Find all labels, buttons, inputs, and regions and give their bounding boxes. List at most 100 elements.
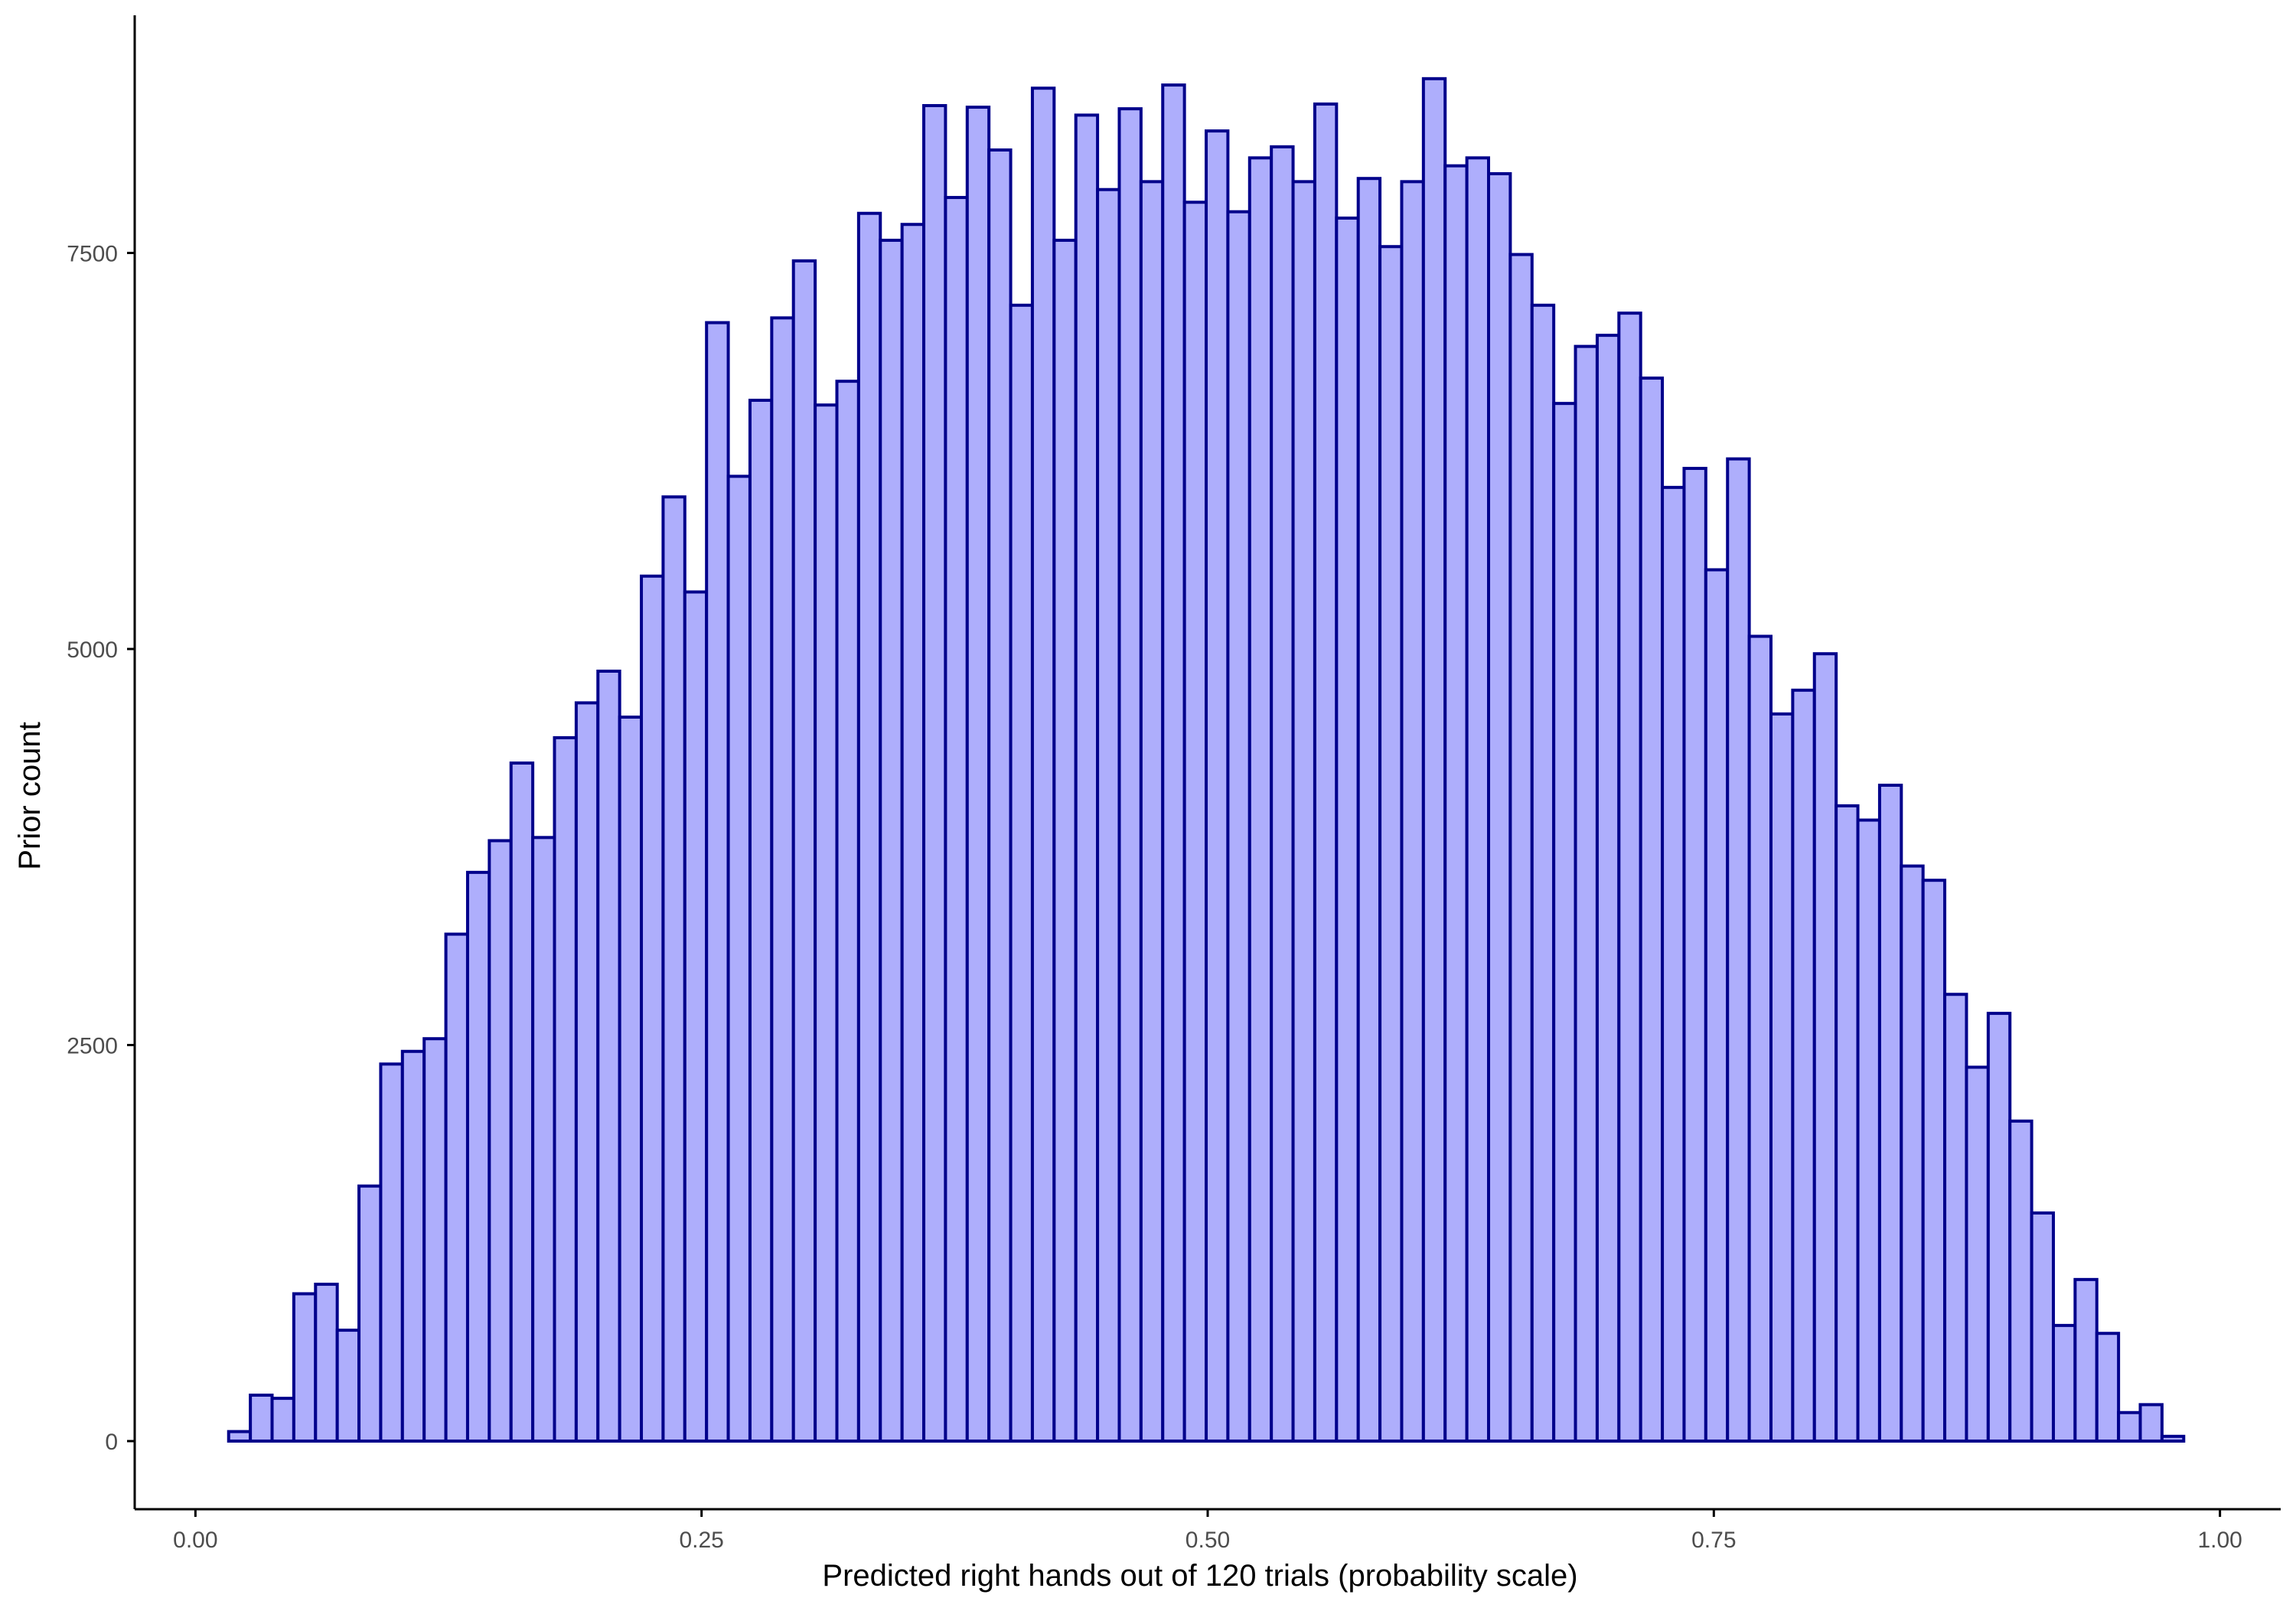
histogram-bar xyxy=(1443,164,1469,1443)
histogram-bar xyxy=(1965,1065,1990,1443)
histogram-bar xyxy=(1378,245,1404,1443)
histogram-bar xyxy=(1313,102,1339,1443)
histogram-bar xyxy=(1617,311,1642,1443)
histogram-bar xyxy=(357,1184,383,1443)
histogram-bar xyxy=(1943,993,1968,1443)
histogram-bar xyxy=(1856,818,1881,1443)
histogram-bar xyxy=(1900,864,1925,1443)
histogram-bar xyxy=(856,211,882,1443)
histogram-bar xyxy=(922,103,947,1443)
histogram-bar xyxy=(1270,145,1295,1443)
y-tick-label: 0 xyxy=(105,1430,118,1455)
histogram-bar xyxy=(1921,879,1947,1443)
histogram-bar xyxy=(314,1283,339,1443)
histogram-bar xyxy=(1552,402,1577,1443)
histogram-bar xyxy=(1291,180,1316,1443)
histogram-bar xyxy=(1052,238,1078,1443)
histogram-bar xyxy=(987,148,1013,1443)
histogram-bar xyxy=(1791,688,1816,1443)
x-tick-label: 0.00 xyxy=(173,1528,217,1553)
histogram-bar xyxy=(1335,216,1360,1443)
histogram-bar xyxy=(1661,485,1686,1443)
y-tick-label: 5000 xyxy=(67,638,118,663)
histogram-bar xyxy=(444,932,469,1443)
y-axis-title: Prior count xyxy=(13,722,47,869)
histogram-bar xyxy=(1096,188,1121,1443)
histogram-bar xyxy=(2117,1410,2142,1443)
histogram-bar xyxy=(574,701,600,1443)
histogram-bar xyxy=(900,223,926,1443)
x-tick-label: 0.75 xyxy=(1691,1528,1736,1553)
histogram-bar xyxy=(2051,1323,2077,1443)
histogram-bar xyxy=(726,474,752,1443)
histogram-bar xyxy=(1356,177,1382,1443)
histogram-bar xyxy=(835,380,860,1443)
histogram-bar xyxy=(1595,334,1621,1443)
histogram-bar xyxy=(465,870,491,1443)
histogram-bar xyxy=(1682,467,1707,1443)
histogram-bar xyxy=(553,735,578,1443)
y-ticks-layer: 0 2500 5000 7500 xyxy=(67,241,135,1455)
histogram-bar xyxy=(1465,156,1490,1443)
histogram-bar xyxy=(422,1037,448,1443)
histogram-bar xyxy=(1986,1012,2012,1443)
histogram-bar xyxy=(249,1393,274,1443)
histogram-bar xyxy=(1205,129,1230,1443)
histogram-bar xyxy=(748,399,774,1443)
histogram-bar xyxy=(596,669,621,1443)
histogram-bar xyxy=(1877,784,1903,1443)
histogram-bar xyxy=(640,574,665,1443)
histogram-bar xyxy=(1726,457,1751,1443)
histogram-bar xyxy=(1835,804,1860,1443)
histogram-bar xyxy=(227,1430,253,1443)
histogram-bar xyxy=(1639,377,1665,1443)
histogram-bar xyxy=(1117,107,1143,1443)
histogram-bar xyxy=(661,495,687,1443)
histogram-bar xyxy=(1182,201,1208,1443)
histogram-bar xyxy=(400,1049,426,1443)
histogram-bar xyxy=(2160,1434,2186,1443)
x-tick-label: 0.50 xyxy=(1186,1528,1230,1553)
histogram-bar xyxy=(335,1329,361,1443)
histogram-bar xyxy=(2095,1332,2121,1443)
histogram-bar xyxy=(1400,180,1425,1443)
x-axis-title: Predicted right hands out of 120 trials … xyxy=(822,1559,1577,1593)
histogram-bar xyxy=(1574,344,1599,1443)
histogram-bar xyxy=(965,106,991,1443)
histogram-bar xyxy=(683,590,709,1443)
histogram-bar xyxy=(1074,113,1100,1443)
histogram-bar xyxy=(1030,86,1056,1443)
histogram-bar xyxy=(879,238,904,1443)
histogram-bar xyxy=(2030,1211,2055,1443)
histogram-bar xyxy=(379,1062,404,1443)
histogram-bar xyxy=(509,761,535,1443)
bars-layer xyxy=(227,77,2186,1443)
y-tick-label: 2500 xyxy=(67,1033,118,1058)
histogram-bar xyxy=(791,259,817,1443)
histogram-bar xyxy=(814,403,839,1443)
histogram-bar xyxy=(1487,172,1512,1443)
histogram-bar xyxy=(1247,156,1274,1443)
histogram-bar xyxy=(2008,1119,2033,1443)
histogram-bar xyxy=(770,316,795,1443)
x-tick-label: 0.25 xyxy=(679,1528,723,1553)
histogram-bar xyxy=(1704,568,1730,1443)
histogram-bar xyxy=(1226,210,1251,1443)
histogram-bar xyxy=(531,836,556,1443)
histogram-bar xyxy=(705,321,730,1443)
histogram-bar xyxy=(1747,634,1773,1443)
histogram-bar xyxy=(1009,303,1034,1443)
x-ticks-layer: 0.00 0.25 0.50 0.75 1.00 xyxy=(173,1509,2242,1553)
histogram-bar xyxy=(1508,253,1534,1443)
histogram-bar xyxy=(618,716,644,1443)
histogram-bar xyxy=(2073,1277,2099,1443)
histogram-bar xyxy=(2138,1403,2164,1443)
histogram-bar xyxy=(270,1397,295,1443)
histogram-bar xyxy=(1139,180,1165,1443)
histogram-bar xyxy=(1769,712,1795,1443)
y-tick-label: 7500 xyxy=(67,241,118,266)
x-tick-label: 1.00 xyxy=(2197,1528,2242,1553)
histogram-bar xyxy=(292,1292,318,1443)
